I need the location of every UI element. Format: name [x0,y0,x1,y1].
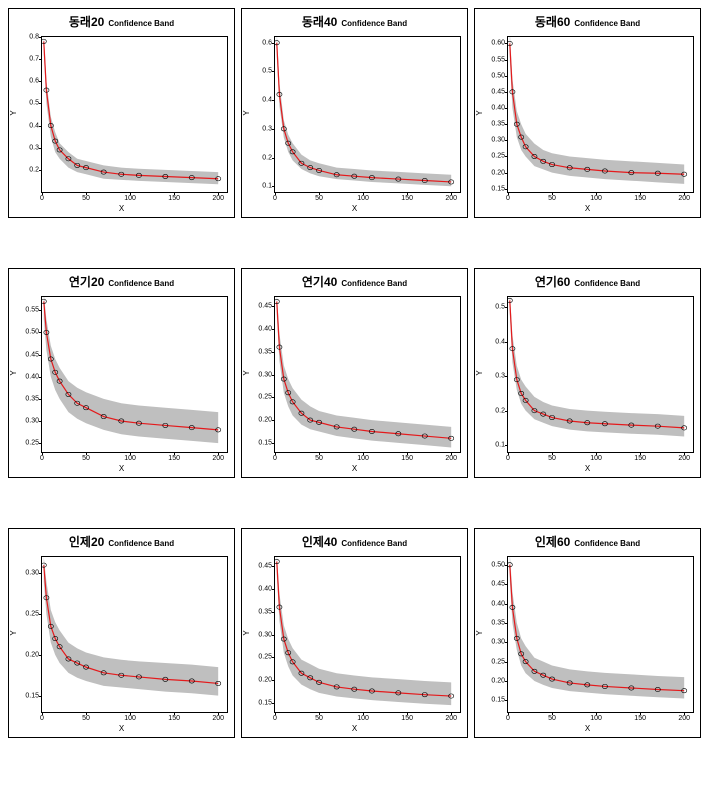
panel-title: 연기20 Confidence Band [9,269,234,292]
panel-title: 동래60 Confidence Band [475,9,700,32]
confidence-band [44,297,218,443]
title-main: 연기60 [535,273,570,290]
confidence-band [44,557,218,696]
chart-panel-7: 인제40 Confidence Band Y X 0.150.200.250.300.3… [241,528,468,738]
chart-svg [275,297,460,452]
chart-svg [508,297,693,452]
chart-svg [508,37,693,192]
confidence-band [510,297,684,437]
title-suffix: Confidence Band [574,539,640,548]
x-axis-label: X [585,724,590,733]
confidence-band [510,557,684,698]
panel-title: 인제60 Confidence Band [475,529,700,552]
chart-svg [508,557,693,712]
chart-svg [42,557,227,712]
title-main: 연기40 [302,273,337,290]
confidence-band [277,557,451,705]
title-suffix: Confidence Band [108,539,174,548]
y-axis-label: Y [475,630,484,635]
title-suffix: Confidence Band [341,279,407,288]
y-axis-label: Y [9,110,18,115]
title-main: 인제60 [535,533,570,550]
fit-line [510,565,684,691]
title-suffix: Confidence Band [108,19,174,28]
y-axis-label: Y [242,370,251,375]
plot-area: 0.150.200.250.300.350.400.45050100150200 [274,556,461,713]
x-axis-label: X [352,464,357,473]
x-axis-label: X [352,204,357,213]
panel-title: 연기60 Confidence Band [475,269,700,292]
chart-grid: 동래20 Confidence Band Y X 0.20.30.40.50.60.70… [8,8,701,738]
title-main: 동래60 [535,13,570,30]
chart-panel-3: 연기20 Confidence Band Y X 0.250.300.350.400.4… [8,268,235,478]
chart-svg [42,297,227,452]
y-axis-label: Y [475,110,484,115]
chart-panel-0: 동래20 Confidence Band Y X 0.20.30.40.50.60.70… [8,8,235,218]
plot-area: 0.20.30.40.50.60.70.8050100150200 [41,36,228,193]
x-axis-label: X [119,464,124,473]
confidence-band [44,37,218,184]
chart-panel-2: 동래60 Confidence Band Y X 0.150.200.250.300.3… [474,8,701,218]
y-axis-label: Y [9,370,18,375]
x-axis-label: X [585,464,590,473]
chart-svg [275,557,460,712]
plot-area: 0.250.300.350.400.450.500.55050100150200 [41,296,228,453]
title-suffix: Confidence Band [341,539,407,548]
x-axis-label: X [585,204,590,213]
x-axis-label: X [352,724,357,733]
title-main: 동래20 [69,13,104,30]
y-axis-label: Y [242,110,251,115]
chart-panel-6: 인제20 Confidence Band Y X 0.150.200.250.30050… [8,528,235,738]
title-main: 연기20 [69,273,104,290]
y-axis-label: Y [9,630,18,635]
panel-title: 동래20 Confidence Band [9,9,234,32]
plot-area: 0.150.200.250.300.350.400.45050100150200 [274,296,461,453]
title-suffix: Confidence Band [574,279,640,288]
x-axis-label: X [119,204,124,213]
chart-svg [275,37,460,192]
title-suffix: Confidence Band [574,19,640,28]
panel-title: 동래40 Confidence Band [242,9,467,32]
plot-area: 0.10.20.30.40.50.6050100150200 [274,36,461,193]
title-main: 동래40 [302,13,337,30]
title-main: 인제20 [69,533,104,550]
plot-area: 0.10.20.30.40.5050100150200 [507,296,694,453]
y-axis-label: Y [242,630,251,635]
title-suffix: Confidence Band [108,279,174,288]
chart-panel-1: 동래40 Confidence Band Y X 0.10.20.30.40.50.60… [241,8,468,218]
plot-area: 0.150.200.250.30050100150200 [41,556,228,713]
confidence-band [510,37,684,184]
title-suffix: Confidence Band [341,19,407,28]
title-main: 인제40 [302,533,337,550]
panel-title: 연기40 Confidence Band [242,269,467,292]
plot-area: 0.150.200.250.300.350.400.450.500.550.60… [507,36,694,193]
chart-panel-8: 인제60 Confidence Band Y X 0.150.200.250.300.3… [474,528,701,738]
panel-title: 인제40 Confidence Band [242,529,467,552]
confidence-band [277,297,451,447]
chart-panel-5: 연기60 Confidence Band Y X 0.10.20.30.40.50501… [474,268,701,478]
chart-panel-4: 연기40 Confidence Band Y X 0.150.200.250.300.3… [241,268,468,478]
y-axis-label: Y [475,370,484,375]
x-axis-label: X [119,724,124,733]
chart-svg [42,37,227,192]
panel-title: 인제20 Confidence Band [9,529,234,552]
plot-area: 0.150.200.250.300.350.400.450.5005010015… [507,556,694,713]
